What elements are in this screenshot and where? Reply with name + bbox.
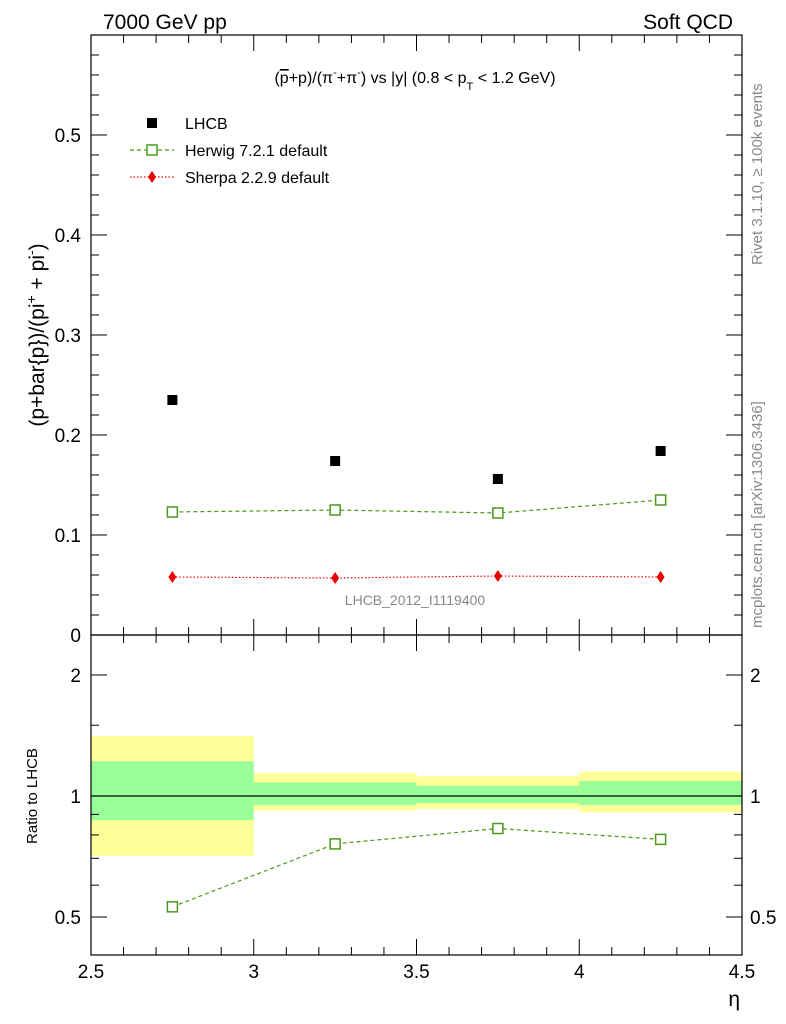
ratio-frame (90, 634, 743, 956)
lhcb-point (330, 456, 341, 466)
ratio-y-tick-label: 2 (70, 666, 81, 687)
legend: LHCB Herwig 7.2.1 default Sherpa 2.2.9 d… (130, 116, 330, 187)
legend-label-sherpa: Sherpa 2.2.9 default (185, 170, 330, 187)
main-y-tick-label: 0.3 (55, 326, 81, 347)
legend-marker-herwig (146, 144, 158, 156)
ratio-herwig-point (166, 901, 179, 913)
ratio-y-tick-label-right: 2 (750, 666, 761, 687)
analysis-watermark: LHCB_2012_I1119400 (345, 592, 486, 608)
ratio-stat-band (579, 780, 742, 805)
ratio-y-tick-label: 1 (70, 787, 81, 808)
ratio-herwig-line (172, 827, 661, 908)
ratio-data-marks (166, 822, 667, 913)
main-y-tick-label: 0.2 (55, 426, 81, 447)
ratio-stat-band (416, 785, 580, 804)
main-panel: (p+p)/(π-+π-) vs |y| (0.8 < pT < 1.2 GeV… (23, 34, 743, 647)
sherpa-point (331, 572, 340, 584)
main-data-marks (166, 395, 667, 584)
main-y-tick-label: 0 (70, 626, 81, 647)
x-axis-label: η (728, 988, 740, 1011)
ratio-ticks: 0.5 0.5 1 1 2 2 2.5 3 3.5 4 4.5 (55, 635, 776, 983)
ratio-y-axis-label: Ratio to LHCB (24, 748, 41, 844)
x-tick-label: 3.5 (403, 962, 429, 983)
ratio-herwig-point (329, 838, 341, 850)
herwig-point (329, 504, 341, 516)
x-tick-label: 2.5 (78, 962, 104, 983)
lhcb-point (167, 395, 178, 405)
main-y-ticks: 0 0.1 0.2 0.3 0.4 0.5 (55, 35, 743, 647)
x-tick-label: 4.5 (729, 962, 755, 983)
sherpa-point (168, 571, 177, 583)
y-axis-label: (p+bar{p})/(pi+ + pi-) (23, 243, 49, 426)
ratio-herwig-point (654, 833, 667, 846)
side-label-mcplots: mcplots.cern.ch [arXiv:1306.3436] (749, 401, 766, 628)
sherpa-line (172, 575, 661, 579)
ratio-herwig-point (492, 822, 504, 835)
lhcb-point (655, 446, 666, 456)
ratio-panel: 0.5 0.5 1 1 2 2 2.5 3 3.5 4 4.5 Ratio to LHCB η (24, 634, 776, 1011)
main-y-tick-label: 0.4 (55, 226, 82, 247)
side-label-rivet: Rivet 3.1.10, ≥ 100k events (749, 83, 766, 265)
legend-marker-lhcb (147, 118, 157, 128)
herwig-point (492, 507, 504, 519)
x-tick-label: 4 (574, 962, 585, 983)
main-y-tick-label: 0.1 (55, 526, 81, 547)
main-y-tick-label: 0.5 (55, 126, 81, 147)
sherpa-point (493, 570, 502, 582)
herwig-point (166, 506, 179, 518)
ratio-stat-band (91, 761, 254, 821)
legend-label-herwig: Herwig 7.2.1 default (185, 143, 328, 160)
x-tick-label: 3 (248, 962, 259, 983)
header-right: Soft QCD (643, 11, 733, 34)
legend-label-lhcb: LHCB (185, 116, 228, 133)
ratio-y-tick-label-right: 0.5 (750, 908, 776, 929)
lhcb-point (492, 474, 503, 484)
ratio-y-tick-label-right: 1 (750, 787, 761, 808)
herwig-line (172, 499, 661, 514)
ratio-stat-band (253, 782, 417, 805)
ratio-y-tick-label: 0.5 (55, 908, 81, 929)
header-left: 7000 GeV pp (103, 11, 227, 34)
sherpa-point (656, 571, 665, 583)
herwig-point (654, 494, 667, 506)
legend-marker-sherpa (148, 171, 156, 183)
chart-title: (p+p)/(π-+π-) vs |y| (0.8 < pT < 1.2 GeV… (274, 67, 555, 93)
